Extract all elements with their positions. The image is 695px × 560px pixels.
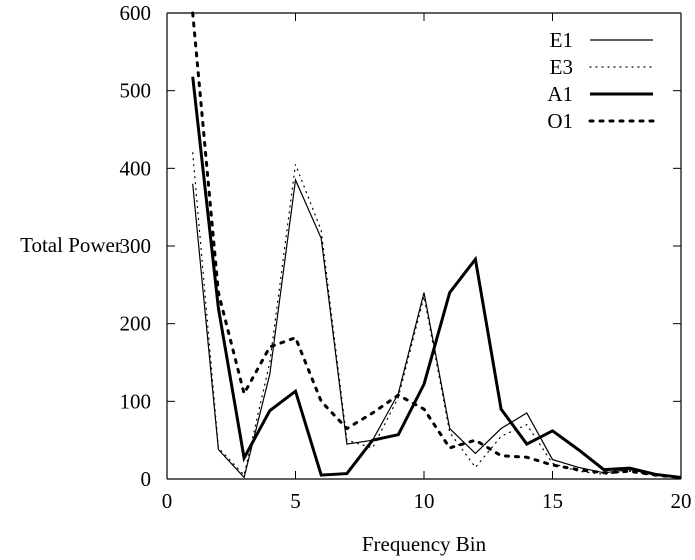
series-lines bbox=[191, 11, 683, 479]
legend-label-o1: O1 bbox=[547, 109, 573, 133]
y-tick-label: 0 bbox=[141, 467, 152, 491]
x-tick-label: 15 bbox=[542, 489, 563, 513]
y-tick-label: 600 bbox=[120, 1, 152, 25]
series-line-e1 bbox=[192, 177, 682, 479]
y-tick-label: 300 bbox=[120, 234, 152, 258]
series-line-e3 bbox=[192, 152, 682, 479]
series-line-a1 bbox=[191, 76, 682, 479]
series-line-o1 bbox=[191, 11, 683, 479]
y-tick-label: 400 bbox=[120, 156, 152, 180]
legend-label-e1: E1 bbox=[550, 28, 573, 52]
x-tick-label: 20 bbox=[671, 489, 692, 513]
x-tick-label: 0 bbox=[162, 489, 173, 513]
y-tick-label: 100 bbox=[120, 389, 152, 413]
y-tick-label: 500 bbox=[120, 79, 152, 103]
x-tick-label: 10 bbox=[414, 489, 435, 513]
legend-label-e3: E3 bbox=[550, 55, 573, 79]
x-tick-label: 5 bbox=[290, 489, 301, 513]
x-axis-label: Frequency Bin bbox=[362, 532, 487, 556]
y-axis-label: Total Power bbox=[20, 233, 122, 257]
y-tick-label: 200 bbox=[120, 312, 152, 336]
legend: E1 E3 A1 O1 bbox=[547, 28, 655, 133]
legend-label-a1: A1 bbox=[547, 82, 573, 106]
